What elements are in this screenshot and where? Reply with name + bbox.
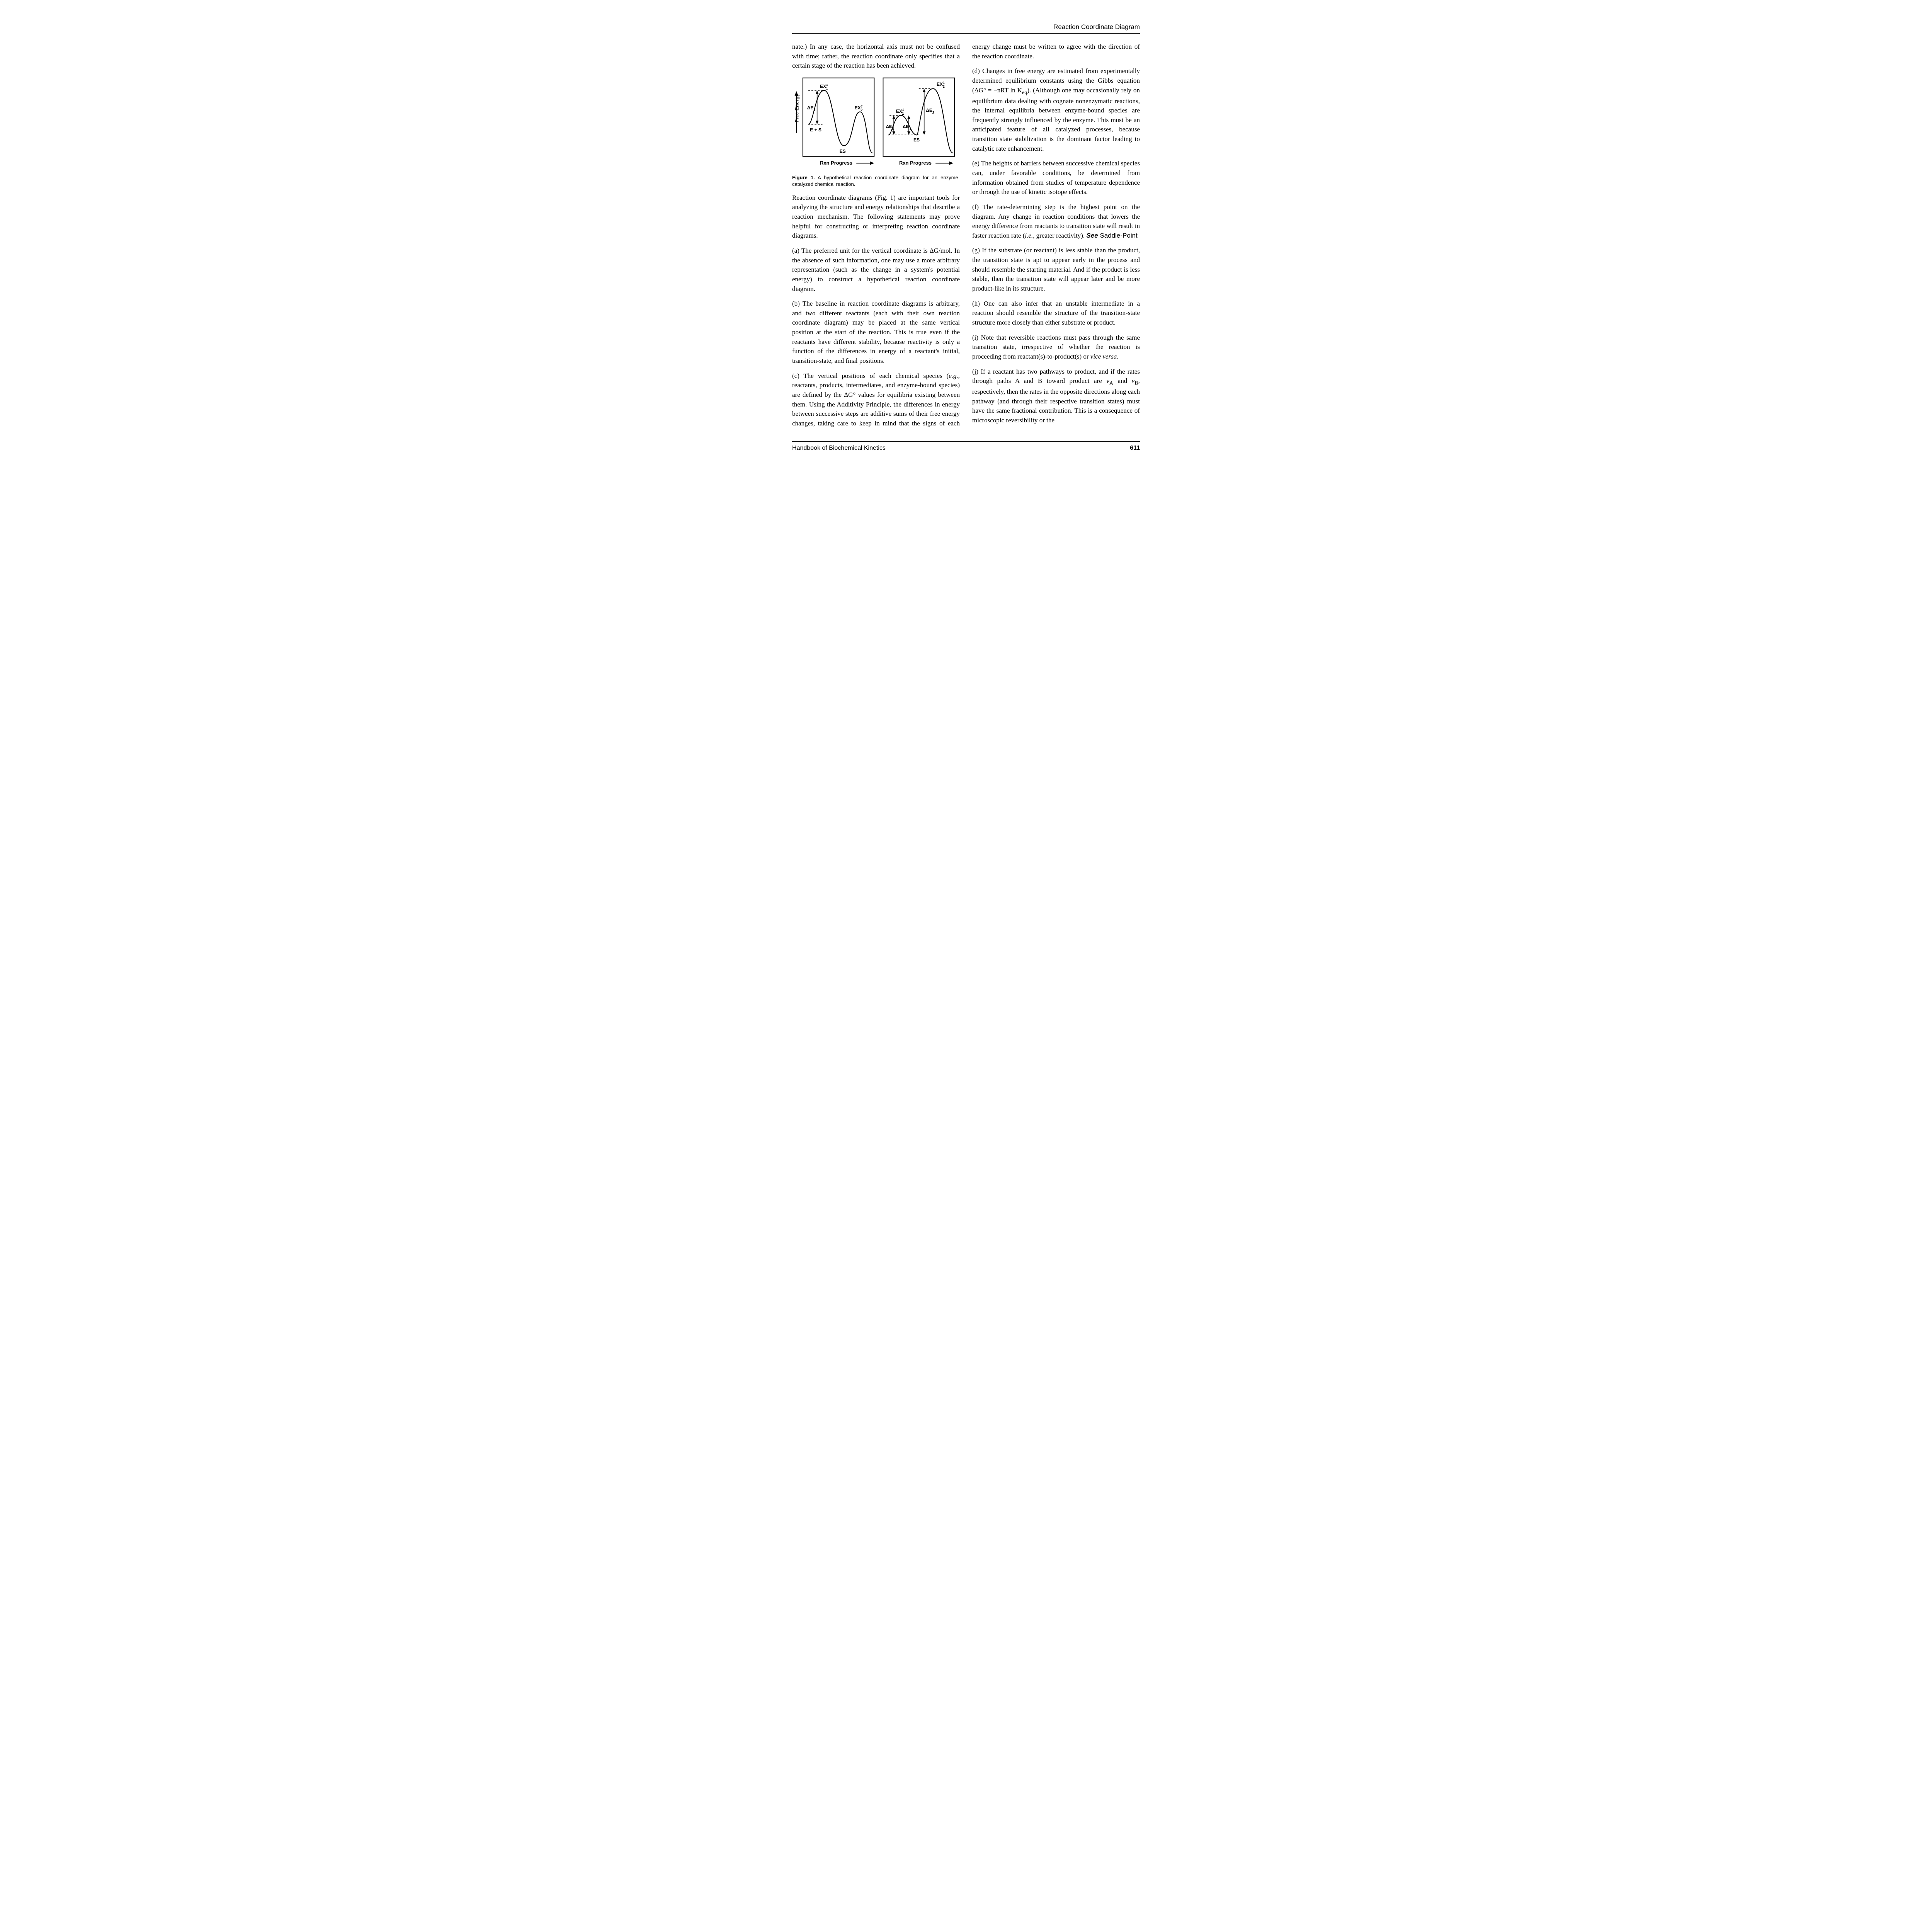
footer-rule bbox=[792, 441, 1140, 442]
para-d: (d) Changes in free energy are estimated… bbox=[972, 66, 1140, 153]
svg-text:ΔE-1: ΔE-1 bbox=[903, 124, 912, 131]
svg-text:ΔE2: ΔE2 bbox=[926, 107, 934, 114]
para-intro: nate.) In any case, the horizontal axis … bbox=[792, 42, 960, 71]
page: Reaction Coordinate Diagram nate.) In an… bbox=[792, 23, 1140, 452]
panel-1: ΔE1 EX‡1 EX‡2 E + S ES bbox=[803, 78, 874, 156]
para-j: (j) If a reactant has two pathways to pr… bbox=[972, 367, 1140, 425]
para-b: (b) The baseline in reaction coordinate … bbox=[792, 299, 960, 366]
book-title: Handbook of Biochemical Kinetics bbox=[792, 445, 886, 452]
svg-text:ΔE1: ΔE1 bbox=[886, 124, 894, 131]
figure-caption-text: A hypothetical reaction coordinate diagr… bbox=[792, 175, 960, 187]
svg-text:EX‡1: EX‡1 bbox=[896, 108, 904, 116]
x-axis-1: Rxn Progress bbox=[820, 160, 874, 166]
figure-caption: Figure 1. A hypothetical reaction coordi… bbox=[792, 174, 960, 188]
para-a: (a) The preferred unit for the vertical … bbox=[792, 246, 960, 294]
header-rule bbox=[792, 33, 1140, 34]
para-e: (e) The heights of barriers between succ… bbox=[972, 159, 1140, 197]
figure-1: Free Energy ΔE1 EX‡1 EX bbox=[792, 76, 960, 188]
svg-text:EX‡1: EX‡1 bbox=[820, 83, 828, 90]
page-number: 611 bbox=[1130, 445, 1140, 452]
figure-label: Figure 1. bbox=[792, 175, 815, 180]
y-axis-arrow-head bbox=[794, 91, 798, 96]
body-columns: nate.) In any case, the horizontal axis … bbox=[792, 42, 1140, 430]
svg-text:ΔE1: ΔE1 bbox=[807, 105, 816, 112]
svg-text:EX‡2: EX‡2 bbox=[855, 104, 863, 112]
y-axis-label: Free Energy bbox=[794, 94, 800, 122]
panel-2: ΔE1 ΔE-1 ΔE2 EX‡1 EX‡2 ES bbox=[883, 78, 954, 156]
running-header: Reaction Coordinate Diagram bbox=[792, 23, 1140, 31]
reaction-diagram-svg: Free Energy ΔE1 EX‡1 EX bbox=[792, 76, 960, 169]
para-h: (h) One can also infer that an unstable … bbox=[972, 299, 1140, 328]
x-axis-2: Rxn Progress bbox=[899, 160, 953, 166]
svg-text:ES: ES bbox=[913, 137, 920, 143]
svg-text:Rxn Progress: Rxn Progress bbox=[820, 160, 852, 166]
para-after-fig: Reaction coordinate diagrams (Fig. 1) ar… bbox=[792, 193, 960, 241]
para-i: (i) Note that reversible reactions must … bbox=[972, 333, 1140, 362]
svg-text:EX‡2: EX‡2 bbox=[937, 81, 945, 88]
para-f: (f) The rate-determining step is the hig… bbox=[972, 202, 1140, 241]
footer: Handbook of Biochemical Kinetics 611 bbox=[792, 445, 1140, 452]
svg-text:Rxn Progress: Rxn Progress bbox=[899, 160, 932, 166]
svg-text:E + S: E + S bbox=[810, 127, 821, 133]
svg-text:ES: ES bbox=[840, 148, 846, 154]
para-g: (g) If the substrate (or reactant) is le… bbox=[972, 246, 1140, 293]
